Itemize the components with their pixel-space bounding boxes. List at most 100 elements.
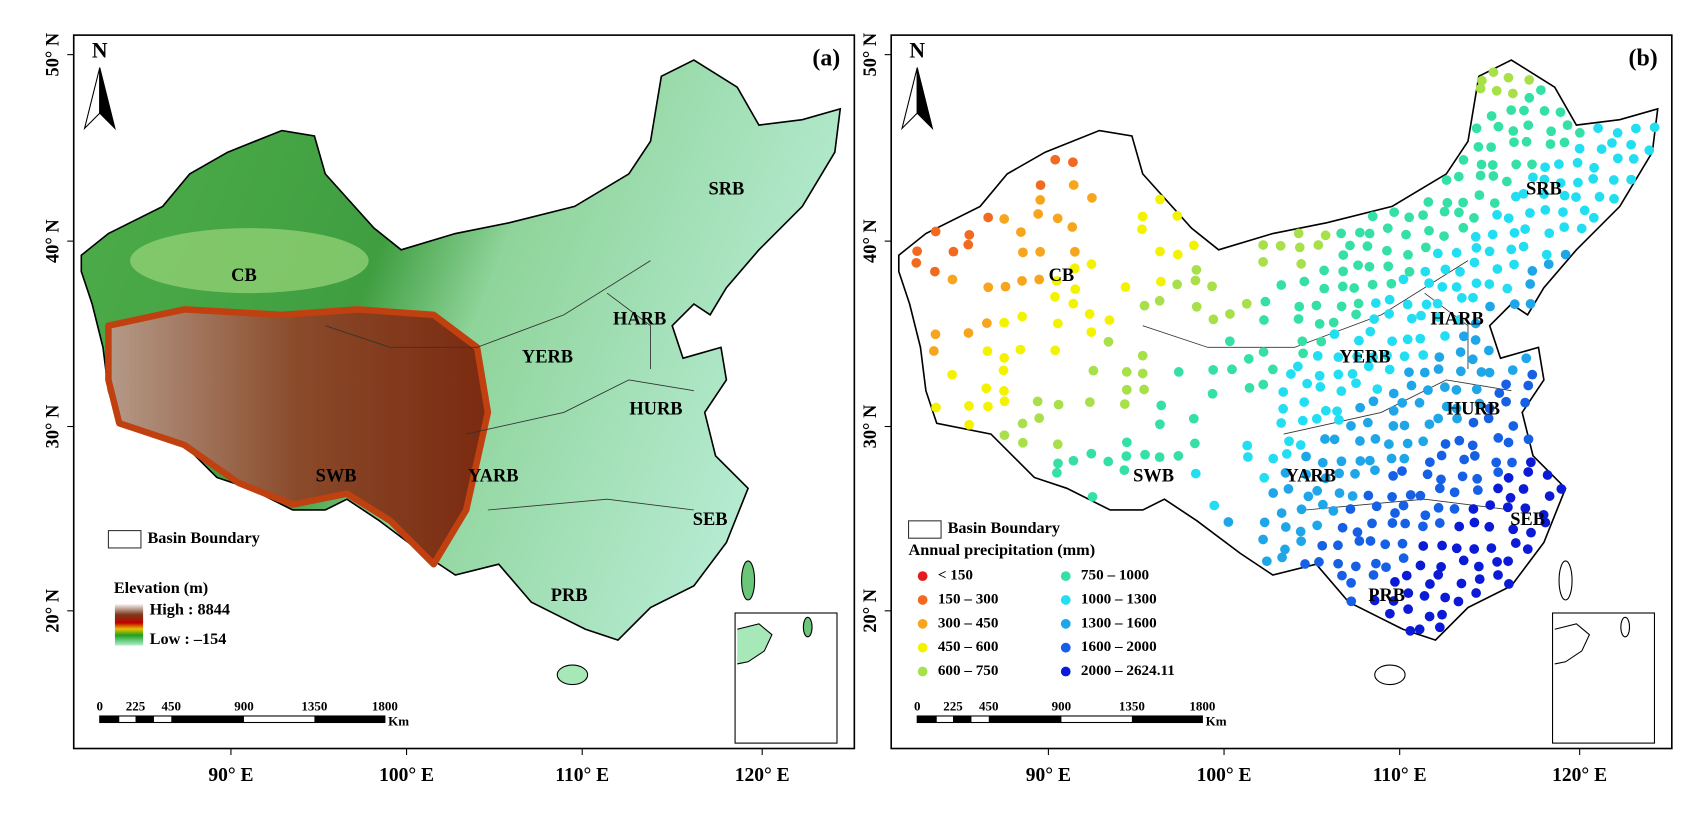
station [1337,281,1348,292]
station [1470,318,1481,329]
station [1017,437,1028,448]
station [964,419,975,430]
station [1295,526,1306,537]
station [1526,527,1536,538]
station [1371,558,1381,569]
station [1334,488,1345,498]
station [1259,517,1270,528]
station [1032,396,1043,407]
basin-boundary [487,498,694,511]
station [1415,490,1426,501]
station [1505,492,1516,503]
station [1363,490,1374,501]
station [1154,295,1165,306]
scale-segment [1131,715,1203,723]
station [1503,472,1514,483]
legend-swatch [1060,595,1071,605]
panel-label: (b) [1629,46,1658,72]
station [1053,399,1064,410]
station [1453,171,1464,182]
station [1540,205,1551,215]
station [1224,336,1235,347]
station [1243,452,1253,462]
station [1017,418,1028,429]
station [1384,439,1394,450]
station [1334,468,1345,479]
station [1469,213,1479,223]
station [1593,123,1603,134]
station [1398,274,1409,285]
station [1300,559,1310,569]
station [1370,298,1381,308]
station [1296,536,1307,547]
station [1609,193,1619,204]
station [981,383,992,394]
station [1051,276,1062,286]
basin-boundary [1142,260,1469,348]
station [1573,177,1583,188]
station [1336,301,1347,312]
station [1455,266,1465,277]
scale-segment [988,715,1062,723]
station [1574,143,1585,154]
station [1441,401,1452,412]
taklimakan [130,228,369,294]
station [1334,414,1344,425]
station [1470,231,1481,242]
station [1469,517,1480,528]
station [1397,538,1408,549]
station [1501,396,1511,407]
station [1364,455,1375,466]
station [1033,209,1044,219]
station [1649,122,1660,133]
station [1299,276,1310,287]
station [1436,474,1446,485]
station [1434,518,1445,528]
station [1440,439,1451,449]
station [1314,557,1324,567]
station [999,386,1009,396]
station [1207,281,1217,292]
station [1405,490,1416,500]
basin-label: CB [231,265,257,285]
scale-tick-label: 1350 [1119,698,1145,713]
station [1594,191,1605,202]
station [1424,225,1434,236]
station [1302,378,1313,389]
station [1086,327,1097,337]
station [1397,466,1407,476]
station [1469,450,1480,461]
legend-boundary-swatch [107,530,142,549]
station [1527,369,1538,380]
station [1470,335,1481,345]
station [1420,266,1431,277]
station [1207,388,1218,399]
station [1546,126,1556,137]
station [1483,345,1494,356]
station [947,369,957,380]
station [1439,231,1449,241]
station [1471,588,1482,598]
station [1241,298,1252,309]
taiwan [741,560,756,601]
station [1368,396,1379,407]
station [1333,369,1344,380]
basin-label: HARB [1431,308,1484,328]
station [930,226,941,237]
station [1336,386,1347,397]
station [1418,210,1428,220]
legend-swatch [1060,571,1071,582]
station [1525,208,1535,218]
station [1458,155,1469,165]
station [1418,350,1429,360]
station [1280,544,1290,555]
station [1631,123,1641,134]
station [1154,452,1165,463]
station [1504,579,1514,589]
station [1555,178,1566,188]
station [1406,380,1417,391]
station [1538,509,1549,520]
station [1017,311,1028,322]
station [1403,604,1413,615]
station [1471,278,1482,289]
